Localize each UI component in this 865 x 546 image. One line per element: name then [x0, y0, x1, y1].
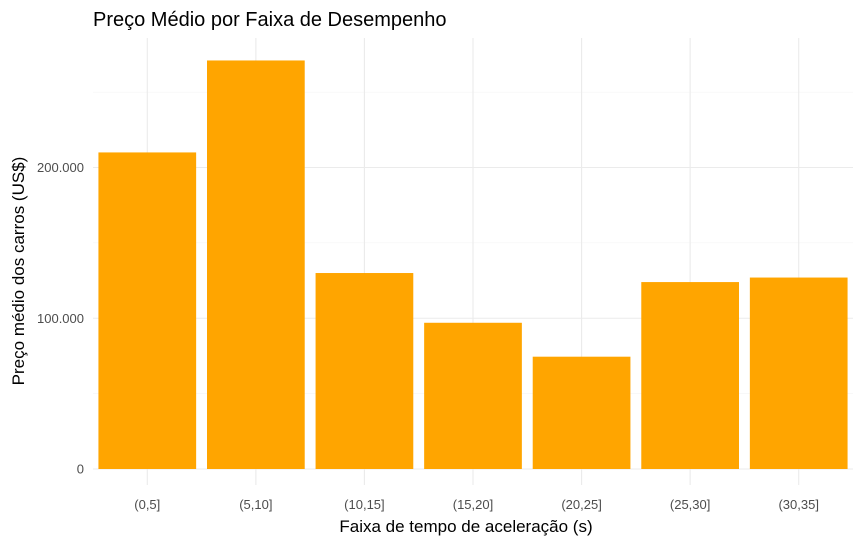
- x-tick-label: (0,5]: [134, 497, 160, 512]
- bar-6: [749, 277, 848, 469]
- bar-3: [424, 322, 522, 469]
- x-tick-label: (30,35]: [778, 497, 818, 512]
- x-tick-label: (15,20]: [453, 497, 493, 512]
- y-axis-title: Preço médio dos carros (US$): [9, 157, 28, 386]
- bar-5: [641, 282, 739, 469]
- y-axis-tick-labels: 0 100.000 200.000: [37, 160, 84, 477]
- x-axis-tick-labels: (0,5] (5,10] (10,15] (15,20] (20,25] (25,30] (…: [134, 497, 819, 512]
- bar-0: [98, 152, 197, 470]
- x-tick-label: (5,10]: [239, 497, 272, 512]
- x-axis-title: Faixa de tempo de aceleração (s): [339, 517, 592, 536]
- bar-4: [532, 356, 631, 469]
- y-tick-label: 0: [77, 462, 84, 477]
- bars: [98, 60, 848, 470]
- y-tick-label: 100.000: [37, 311, 84, 326]
- bar-1: [207, 60, 305, 469]
- bar-2: [315, 273, 414, 469]
- x-tick-label: (10,15]: [344, 497, 384, 512]
- y-tick-label: 200.000: [37, 160, 84, 175]
- x-tick-label: (25,30]: [670, 497, 710, 512]
- chart-title: Preço Médio por Faixa de Desempenho: [93, 9, 447, 31]
- x-tick-label: (20,25]: [561, 497, 601, 512]
